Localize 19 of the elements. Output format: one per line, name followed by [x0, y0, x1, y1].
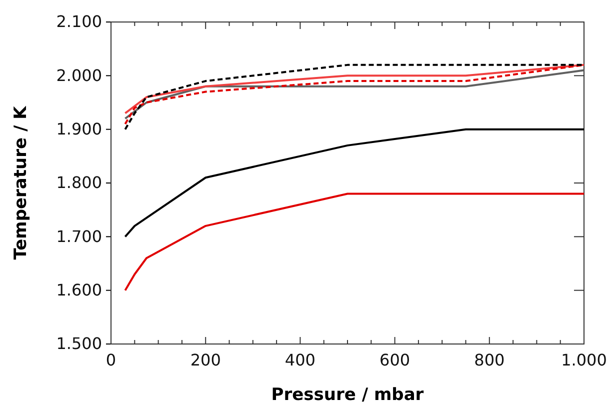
x-tick-label: 800: [474, 350, 505, 370]
x-axis-title: Pressure / mbar: [271, 385, 424, 405]
y-tick-label: 2.100: [56, 12, 102, 32]
x-tick-label: 0: [106, 350, 116, 370]
x-tick-label: 600: [380, 350, 410, 370]
line-series: [124, 64, 585, 114]
y-tick-label: 2.000: [56, 66, 102, 85]
line-series: [124, 128, 585, 238]
y-tick-label: 1.800: [56, 173, 102, 192]
x-tick-label: 400: [284, 350, 316, 370]
y-tick-label: 1.600: [56, 280, 102, 300]
y-tick-label: 1.500: [56, 334, 102, 354]
y-tick-label: 1.700: [56, 226, 102, 246]
line-series: [124, 192, 585, 292]
y-axis-title: Temperature / K: [11, 105, 31, 260]
y-tick-label: 1.900: [56, 119, 102, 138]
line-series: [124, 69, 585, 120]
x-tick-label: 1.000: [561, 350, 607, 370]
x-tick-label: 200: [190, 350, 221, 370]
